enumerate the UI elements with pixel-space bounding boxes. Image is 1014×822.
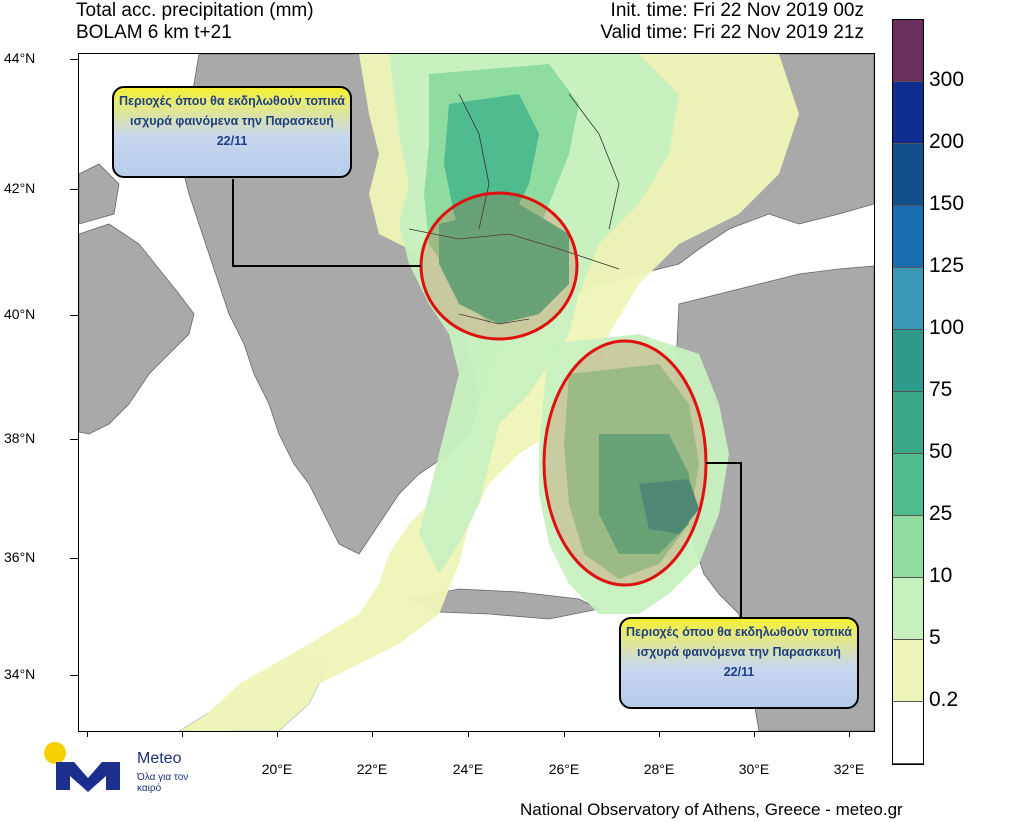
lat-label-44: 44°N [4, 50, 36, 66]
time-info: Init. time: Fri 22 Nov 2019 00z Valid ti… [560, 0, 864, 44]
lat-tick [70, 558, 78, 559]
colorbar-label: 100 [929, 316, 965, 339]
logo-sun-icon [44, 742, 66, 764]
colorbar-cell [893, 640, 923, 702]
highlight-ring-aegean [542, 339, 708, 587]
lat-label-38: 38°N [4, 430, 36, 446]
lon-tick [659, 731, 660, 737]
meteo-logo[interactable] [42, 740, 202, 794]
leader-line-top [232, 179, 421, 267]
map-title: Total acc. precipitation (mm) BOLAM 6 km… [76, 0, 314, 44]
lat-tick [70, 189, 78, 190]
valid-time: Valid time: Fri 22 Nov 2019 21z [600, 22, 864, 43]
colorbar-label: 300 [929, 68, 965, 91]
lat-label-42: 42°N [4, 180, 36, 196]
lon-tick [87, 731, 88, 737]
footer-credit: National Observatory of Athens, Greece -… [520, 800, 903, 819]
colorbar-label: 10 [929, 564, 953, 587]
lat-tick [70, 315, 78, 316]
lon-label-26: 26°E [548, 761, 580, 777]
lat-label-34: 34°N [4, 666, 36, 682]
precipitation-colorbar [892, 19, 924, 765]
colorbar-label: 0.2 [929, 688, 959, 711]
lon-tick [564, 731, 565, 737]
logo-wordmark: Meteo [137, 750, 182, 767]
colorbar-label: 150 [929, 192, 965, 215]
lon-label-24: 24°E [452, 761, 484, 777]
title-line-1: Total acc. precipitation (mm) [76, 0, 314, 21]
precip-strong-macedonia [439, 204, 569, 324]
colorbar-cell [893, 330, 923, 392]
colorbar-cell [893, 392, 923, 454]
colorbar-cell [893, 144, 923, 206]
lon-tick [754, 731, 755, 737]
lon-label-30: 30°E [738, 761, 770, 777]
precipitation-map[interactable] [79, 54, 874, 731]
colorbar-label: 5 [929, 626, 941, 649]
colorbar-cell [893, 454, 923, 516]
land-italy [79, 223, 195, 435]
colorbar-label: 125 [929, 254, 965, 277]
lon-label-32: 32°E [833, 761, 865, 777]
lon-tick [849, 731, 850, 737]
borders [408, 93, 620, 325]
lon-label-28: 28°E [643, 761, 675, 777]
logo-m-icon [56, 762, 120, 792]
callout-aegean: Περιοχές όπου θα εκδηλωθούν τοπικά ισχυρ… [619, 617, 859, 709]
lat-tick [70, 439, 78, 440]
colorbar-label: 50 [929, 440, 953, 463]
lon-tick [182, 731, 183, 737]
colorbar-cell [893, 20, 923, 82]
title-line-2: BOLAM 6 km t+21 [76, 22, 232, 43]
lat-tick [70, 675, 78, 676]
land-italy-heel [79, 163, 120, 225]
colorbar-label: 200 [929, 130, 965, 153]
colorbar-label: 75 [929, 378, 953, 401]
lon-label-22: 22°E [356, 761, 388, 777]
logo-slogan: Όλα για τον καιρό [137, 772, 189, 794]
colorbar-cell [893, 702, 923, 764]
colorbar-label: 25 [929, 502, 953, 525]
highlight-ring-north [419, 191, 579, 341]
colorbar-cell [893, 206, 923, 268]
colorbar-cell [893, 82, 923, 144]
lat-label-36: 36°N [4, 549, 36, 565]
lat-label-40: 40°N [4, 306, 36, 322]
map-frame[interactable] [78, 53, 875, 732]
colorbar-cell [893, 516, 923, 578]
lon-label-20: 20°E [261, 761, 293, 777]
init-time: Init. time: Fri 22 Nov 2019 00z [610, 0, 864, 21]
lat-tick [70, 59, 78, 60]
lon-tick [468, 731, 469, 737]
callout-north: Περιοχές όπου θα εκδηλωθούν τοπικά ισχυρ… [112, 86, 352, 178]
colorbar-cell [893, 268, 923, 330]
colorbar-cell [893, 578, 923, 640]
lon-tick [277, 731, 278, 737]
lon-tick [372, 731, 373, 737]
leader-line-bottom [706, 462, 742, 618]
precip-heavy-aegean [639, 479, 699, 534]
